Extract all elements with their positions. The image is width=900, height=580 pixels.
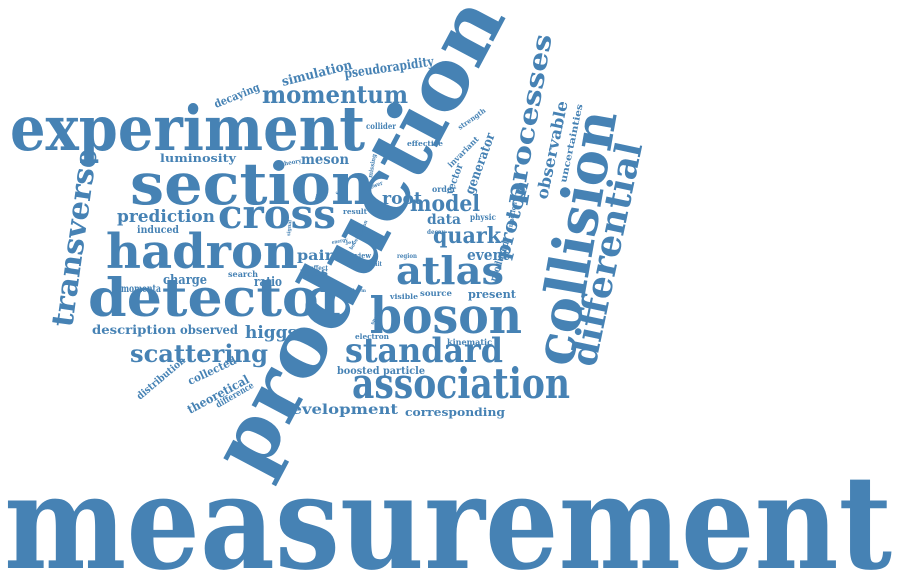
word-decay: decay (427, 229, 445, 236)
word-charge: charge (163, 273, 207, 288)
word-atlas: atlas (396, 248, 504, 293)
word-section: section (130, 150, 375, 218)
word-limit: limit (368, 261, 382, 268)
word-result: result (343, 207, 368, 216)
word-root: root (382, 189, 422, 209)
word-electron: electron (355, 332, 389, 341)
word-boson: boson (370, 286, 522, 345)
word-quark: quark (433, 223, 502, 249)
word-present: present (468, 288, 517, 301)
word-effect: effect (310, 265, 328, 272)
word-meson: meson (301, 152, 349, 168)
word-search: search (228, 269, 258, 279)
word-missing: missing (367, 153, 378, 179)
word-factor: factor (335, 176, 345, 196)
word-luminosity: luminosity (160, 152, 237, 165)
word-model: model (410, 191, 480, 217)
word-observed: observed (180, 323, 239, 337)
word-experiment: experiment (10, 92, 365, 165)
word-induced: induced (137, 225, 179, 236)
word-signal: signal (286, 220, 293, 237)
word-hadron: hadron (106, 224, 298, 280)
word-ratio: ratio (254, 275, 282, 290)
word-momenta: momenta (121, 284, 161, 295)
word-source: source (420, 288, 452, 298)
word-visible: visible (389, 292, 419, 301)
word-data: data (427, 212, 461, 228)
word-region: region (397, 253, 418, 260)
word-kinematic: kinematic (447, 337, 492, 347)
word-pair: pair (297, 248, 334, 264)
word-higgs: higgs (245, 323, 297, 343)
word-scattering: scattering (130, 339, 268, 368)
word-range: range (313, 181, 324, 200)
word-prediction: prediction (117, 207, 215, 227)
word-charm: charm (350, 288, 367, 294)
word-standard: standard (345, 331, 503, 371)
word-event: event (467, 246, 509, 264)
word-mas: mas (300, 265, 328, 279)
word-jet: jet (345, 240, 355, 246)
word-order: order (432, 184, 457, 194)
word-lepton: lepton (358, 219, 369, 236)
word-momentum: momentum (262, 80, 408, 109)
word-cross: cross (218, 191, 336, 238)
word-description: description (92, 323, 176, 337)
word-effective: effective (407, 139, 444, 148)
word-physic: physic (470, 212, 496, 222)
word-measurement: measurement (4, 446, 892, 580)
word-development: development (280, 402, 399, 418)
word-boosted-particle: boosted particle (337, 366, 425, 377)
word-theory: theory (281, 158, 302, 168)
word-collider: collider (366, 121, 397, 131)
word-energy: energy (331, 237, 349, 246)
word-view: view (354, 251, 372, 260)
word-association: association (352, 359, 570, 408)
word-detector: detector (88, 268, 349, 329)
word-corresponding: corresponding (405, 406, 505, 419)
